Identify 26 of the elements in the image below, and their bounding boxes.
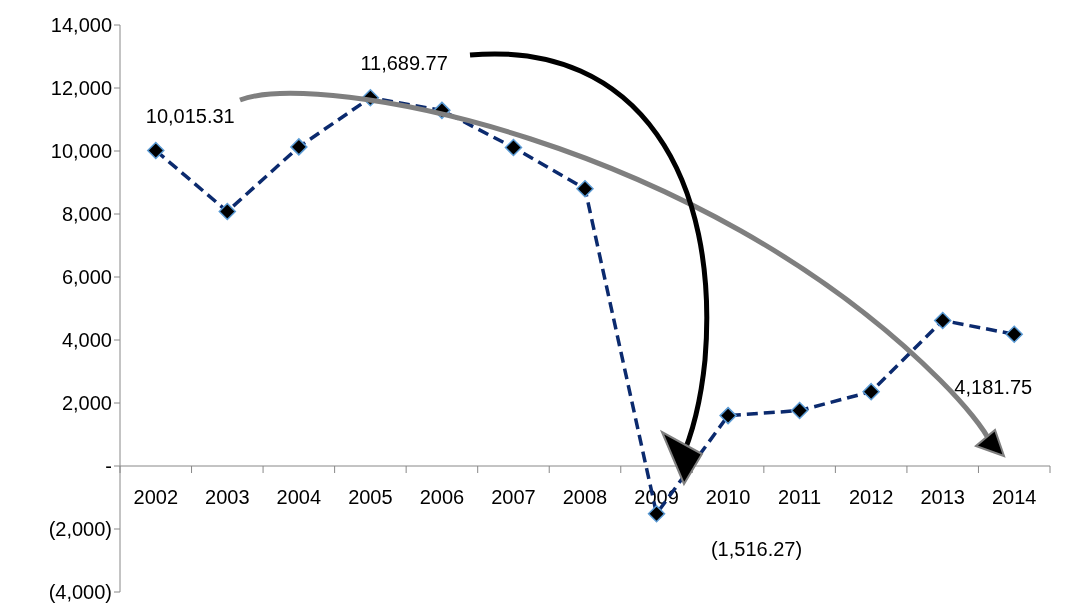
x-tick-label: 2012 — [848, 486, 894, 508]
x-tick-label: 2004 — [276, 486, 322, 508]
x-tick-label: 2008 — [562, 486, 608, 508]
x-tick-label: 2003 — [205, 486, 250, 508]
annotation: 11,689.77 — [360, 51, 448, 74]
x-tick-label: 2013 — [920, 486, 965, 508]
x-tick-label: 2014 — [991, 486, 1037, 508]
y-tick-label: 4,000 — [61, 329, 112, 351]
y-tick-label: 10,000 — [50, 140, 112, 162]
y-tick-label: (2,000) — [48, 518, 112, 540]
annotation: (1,516.27) — [710, 537, 803, 560]
y-tick-label: - — [105, 455, 112, 477]
y-tick-label: 2,000 — [61, 392, 112, 414]
x-tick-label: 2002 — [133, 486, 179, 508]
y-tick-label: (4,000) — [48, 581, 112, 603]
annotation: 4,181.75 — [954, 376, 1033, 399]
y-tick-label: 12,000 — [50, 77, 112, 99]
y-tick-label: 6,000 — [61, 266, 112, 288]
y-tick-label: 8,000 — [61, 203, 112, 225]
x-tick-label: 2006 — [419, 486, 465, 508]
x-tick-label: 2007 — [491, 486, 536, 508]
x-tick-label: 2011 — [778, 486, 822, 508]
x-tick-label: 2005 — [348, 486, 393, 508]
annotation: 10,015.31 — [145, 104, 235, 127]
y-tick-label: 14,000 — [50, 14, 112, 36]
x-tick-label: 2010 — [705, 486, 751, 508]
